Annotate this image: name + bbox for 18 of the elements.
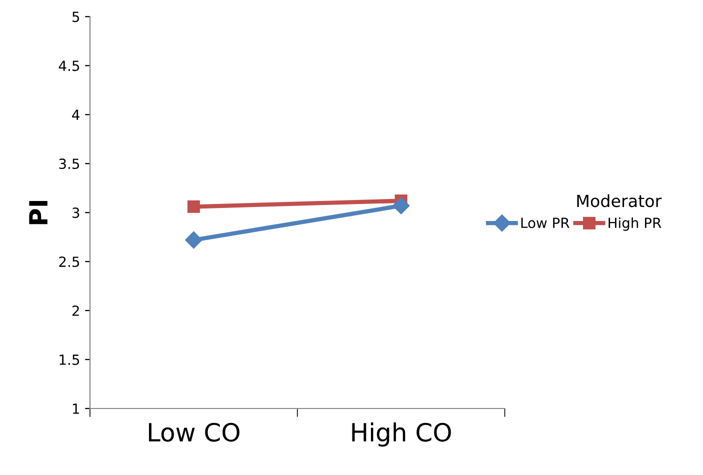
y-tick-label: 5 <box>72 12 80 22</box>
y-tick-label: 1 <box>72 404 79 414</box>
point <box>185 231 202 249</box>
x-tick-label: Low CO <box>148 422 240 442</box>
y-tick-label: 3.5 <box>59 158 80 170</box>
point <box>392 197 410 214</box>
y-tick-label: 2 <box>72 306 79 316</box>
y-tick-label: 4.5 <box>58 60 80 72</box>
point <box>187 200 200 213</box>
y-tick-label: 3 <box>72 208 80 218</box>
y-axis-title: PI <box>29 201 48 224</box>
legend-label: High PR <box>608 217 662 231</box>
legend-label: Low PR <box>521 218 570 228</box>
y-tick-label: 4 <box>72 110 80 120</box>
y-tick-label: 2.5 <box>59 256 80 268</box>
y-tick-label: 1.5 <box>60 354 80 365</box>
x-tick-label: High CO <box>352 422 451 447</box>
legend-title: Moderator <box>577 194 662 208</box>
